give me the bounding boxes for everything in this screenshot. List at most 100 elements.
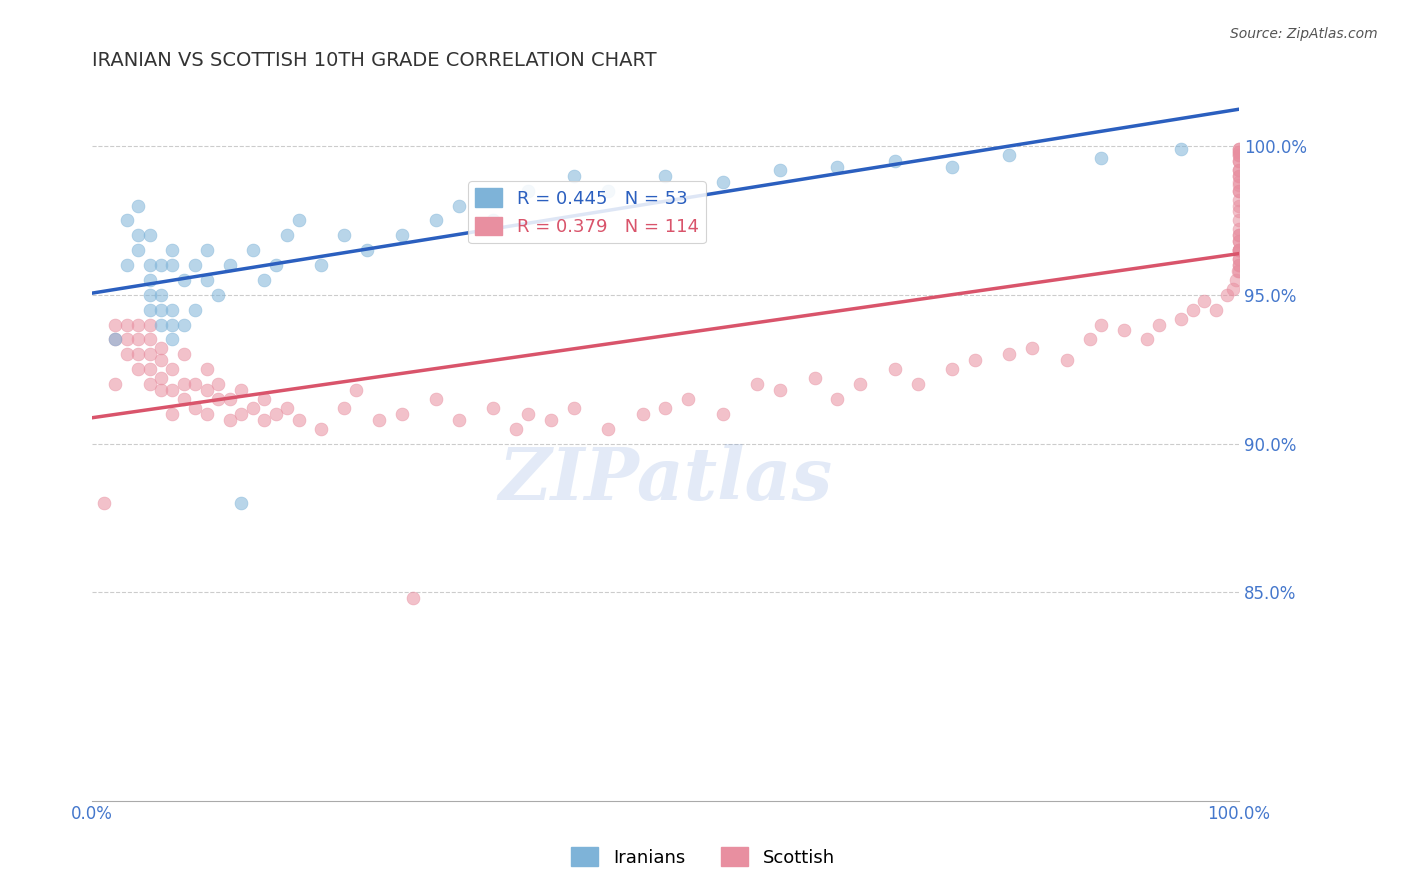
Point bbox=[264, 258, 287, 272]
Text: ZIPatlas: ZIPatlas bbox=[498, 444, 832, 515]
Point bbox=[1227, 142, 1250, 156]
Point bbox=[195, 383, 218, 397]
Point bbox=[138, 228, 160, 243]
Point bbox=[287, 413, 309, 427]
Point bbox=[138, 302, 160, 317]
Point bbox=[1222, 282, 1244, 296]
Point bbox=[162, 383, 184, 397]
Point bbox=[138, 377, 160, 392]
Point bbox=[287, 213, 309, 227]
Point bbox=[883, 362, 905, 376]
Point bbox=[1227, 204, 1250, 219]
Point bbox=[173, 273, 195, 287]
Point bbox=[149, 383, 172, 397]
Point bbox=[127, 228, 149, 243]
Point bbox=[231, 407, 253, 421]
Point bbox=[127, 198, 149, 212]
Point bbox=[1227, 252, 1250, 266]
Point bbox=[333, 401, 356, 415]
Point bbox=[253, 392, 276, 406]
Point bbox=[149, 302, 172, 317]
Point bbox=[1227, 169, 1250, 183]
Point bbox=[195, 243, 218, 257]
Point bbox=[344, 383, 367, 397]
Point bbox=[104, 333, 127, 347]
Point bbox=[963, 353, 986, 368]
Point bbox=[127, 347, 149, 361]
Point bbox=[1170, 311, 1192, 326]
Point bbox=[184, 377, 207, 392]
Point bbox=[1227, 228, 1250, 243]
Point bbox=[1090, 318, 1112, 332]
Point bbox=[1181, 302, 1204, 317]
Point bbox=[803, 371, 825, 385]
Point bbox=[149, 371, 172, 385]
Point bbox=[1227, 178, 1250, 192]
Point bbox=[173, 377, 195, 392]
Point bbox=[562, 169, 585, 183]
Point bbox=[1227, 145, 1250, 159]
Point bbox=[1205, 302, 1227, 317]
Point bbox=[1227, 222, 1250, 236]
Point bbox=[138, 258, 160, 272]
Point bbox=[195, 273, 218, 287]
Point bbox=[1227, 258, 1250, 272]
Point bbox=[1227, 193, 1250, 207]
Point bbox=[184, 258, 207, 272]
Point bbox=[184, 302, 207, 317]
Point bbox=[769, 383, 792, 397]
Point bbox=[218, 392, 240, 406]
Point bbox=[1170, 142, 1192, 156]
Point bbox=[264, 407, 287, 421]
Point bbox=[1227, 234, 1250, 248]
Point bbox=[1227, 145, 1250, 159]
Point bbox=[311, 258, 333, 272]
Point bbox=[195, 407, 218, 421]
Point bbox=[1227, 148, 1250, 162]
Point bbox=[367, 413, 389, 427]
Point bbox=[425, 392, 447, 406]
Point bbox=[907, 377, 929, 392]
Text: IRANIAN VS SCOTTISH 10TH GRADE CORRELATION CHART: IRANIAN VS SCOTTISH 10TH GRADE CORRELATI… bbox=[93, 51, 657, 70]
Point bbox=[93, 496, 115, 510]
Point bbox=[253, 413, 276, 427]
Point bbox=[941, 362, 963, 376]
Point bbox=[115, 318, 138, 332]
Point bbox=[540, 413, 562, 427]
Point bbox=[138, 273, 160, 287]
Point bbox=[998, 148, 1021, 162]
Point bbox=[276, 401, 298, 415]
Point bbox=[678, 392, 700, 406]
Point bbox=[1227, 153, 1250, 168]
Point bbox=[1136, 333, 1159, 347]
Point bbox=[1227, 243, 1250, 257]
Point bbox=[849, 377, 872, 392]
Point bbox=[1227, 162, 1250, 177]
Point bbox=[162, 407, 184, 421]
Point bbox=[242, 243, 264, 257]
Point bbox=[402, 591, 425, 606]
Point bbox=[1147, 318, 1170, 332]
Point bbox=[482, 401, 505, 415]
Point bbox=[138, 362, 160, 376]
Point bbox=[1227, 243, 1250, 257]
Point bbox=[253, 273, 276, 287]
Point bbox=[391, 407, 413, 421]
Point bbox=[1056, 353, 1078, 368]
Point bbox=[173, 392, 195, 406]
Point bbox=[598, 184, 620, 198]
Point bbox=[173, 347, 195, 361]
Point bbox=[173, 318, 195, 332]
Point bbox=[747, 377, 769, 392]
Point bbox=[162, 362, 184, 376]
Point bbox=[207, 392, 229, 406]
Point bbox=[149, 287, 172, 301]
Point bbox=[104, 318, 127, 332]
Point bbox=[1227, 228, 1250, 243]
Point bbox=[242, 401, 264, 415]
Point bbox=[276, 228, 298, 243]
Point bbox=[1021, 342, 1043, 356]
Point bbox=[138, 347, 160, 361]
Point bbox=[482, 213, 505, 227]
Point bbox=[162, 258, 184, 272]
